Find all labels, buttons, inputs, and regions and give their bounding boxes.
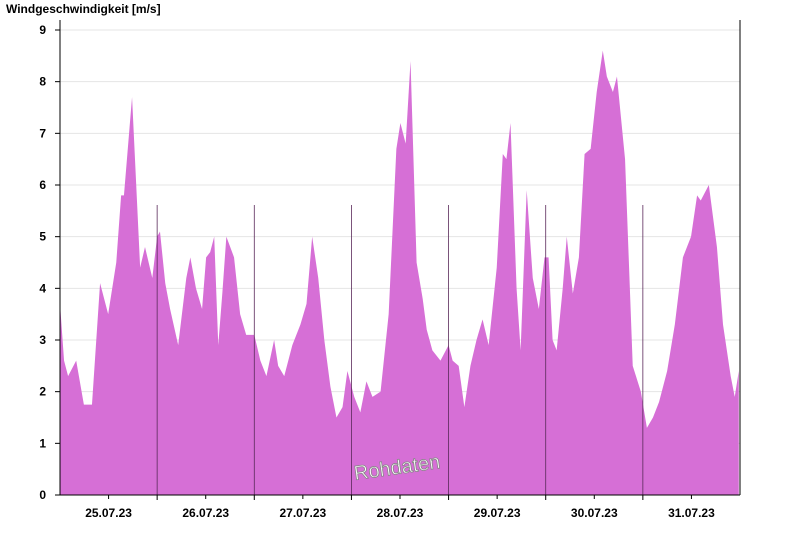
x-tick-label: 31.07.23 (668, 506, 715, 520)
y-tick-label: 7 (39, 126, 46, 140)
x-tick-label: 27.07.23 (279, 506, 326, 520)
y-tick-label: 9 (39, 23, 46, 37)
y-tick-label: 1 (39, 436, 46, 450)
y-tick-label: 4 (39, 281, 46, 295)
area (60, 50, 739, 496)
y-tick-label: 3 (39, 333, 46, 347)
x-tick-label: 28.07.23 (377, 506, 424, 520)
y-tick-label: 0 (39, 488, 46, 502)
y-tick-label: 6 (39, 178, 46, 192)
y-tick-label: 5 (39, 230, 46, 244)
y-tick-label: 8 (39, 75, 46, 89)
x-tick-label: 25.07.23 (85, 506, 132, 520)
x-tick-label: 30.07.23 (571, 506, 618, 520)
x-tick-label: 29.07.23 (474, 506, 521, 520)
chart-title: Windgeschwindigkeit [m/s] (6, 2, 161, 16)
y-tick-label: 2 (39, 385, 46, 399)
x-tick-label: 26.07.23 (182, 506, 229, 520)
